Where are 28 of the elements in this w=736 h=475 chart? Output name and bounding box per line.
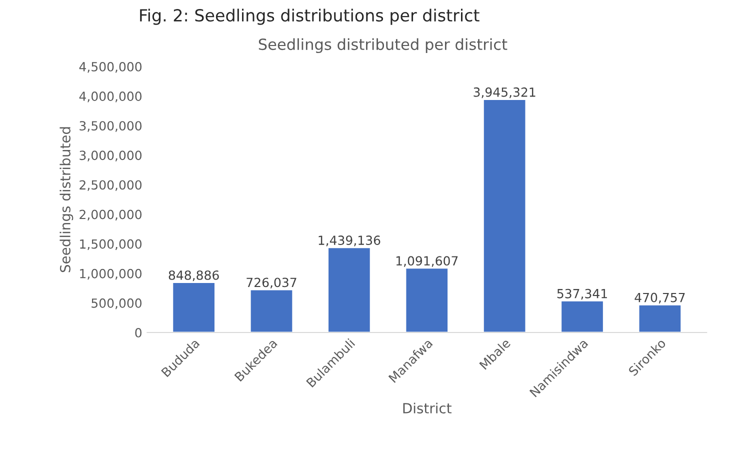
bar [404, 267, 449, 332]
data-label: 537,341 [557, 288, 607, 300]
y-tick-label: 3,500,000 [80, 121, 142, 132]
y-tick-label: 1,500,000 [80, 239, 142, 250]
y-tick-label: 3,000,000 [80, 150, 142, 162]
data-label: 726,037 [246, 278, 296, 288]
bar [249, 288, 294, 332]
y-tick-label: 4,500,000 [79, 62, 142, 73]
y-axis-title: Seedlings distributed [60, 127, 74, 272]
chart-title: Fig. 2: Seedlings distributions per district [140, 8, 480, 25]
data-label: 1,439,136 [318, 236, 380, 246]
bar [172, 282, 216, 332]
data-label: 848,886 [168, 270, 219, 282]
y-tick-label: 2,000,000 [80, 210, 142, 220]
data-label: 3,945,321 [474, 87, 536, 98]
data-label: 1,091,607 [396, 256, 458, 267]
y-tick-label: 0 [135, 328, 142, 338]
y-tick-label: 1,000,000 [80, 268, 142, 280]
y-tick-label: 4,000,000 [79, 92, 142, 102]
bar [638, 304, 682, 332]
data-label: 470,757 [634, 292, 685, 304]
chart-subtitle: Seedlings distributed per district [258, 38, 508, 54]
x-axis-title: District [403, 402, 452, 414]
y-tick-label: 2,500,000 [80, 180, 142, 191]
bar [560, 300, 604, 332]
y-tick-label: 500,000 [92, 298, 142, 310]
bar [327, 246, 372, 332]
bar [482, 98, 527, 332]
